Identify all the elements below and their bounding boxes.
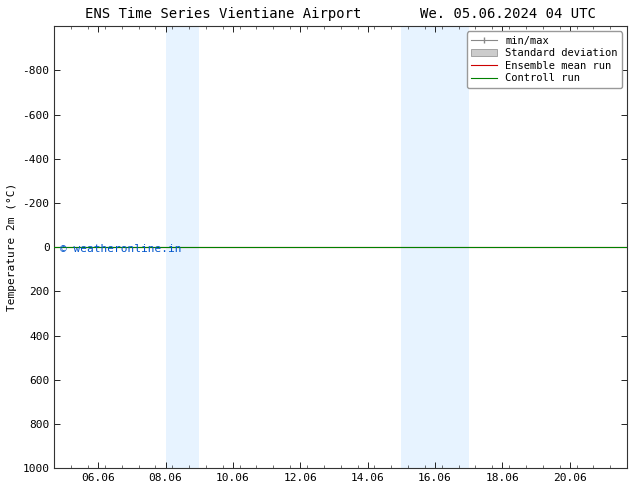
Title: ENS Time Series Vientiane Airport       We. 05.06.2024 04 UTC: ENS Time Series Vientiane Airport We. 05… bbox=[85, 7, 596, 21]
Legend: min/max, Standard deviation, Ensemble mean run, Controll run: min/max, Standard deviation, Ensemble me… bbox=[467, 31, 622, 88]
Text: © weatheronline.in: © weatheronline.in bbox=[60, 245, 181, 254]
Bar bbox=[401, 26, 469, 468]
Bar bbox=[165, 26, 199, 468]
Y-axis label: Temperature 2m (°C): Temperature 2m (°C) bbox=[7, 183, 17, 311]
